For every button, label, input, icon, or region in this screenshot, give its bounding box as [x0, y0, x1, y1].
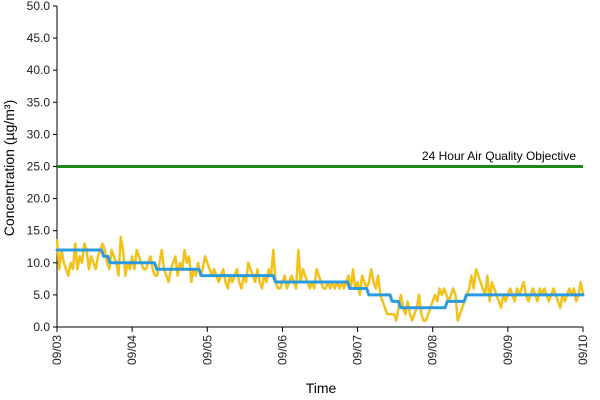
x-tick-label: 09/08 — [426, 335, 440, 365]
x-axis: 09/03 09/04 09/05 09/06 09/07 09/08 09/09 09/10 — [50, 326, 590, 365]
y-axis-title: Concentration (µg/m³) — [1, 100, 17, 236]
x-axis-title: Time — [306, 380, 337, 396]
y-axis: 0.0 5.0 10.0 15.0 20.0 25.0 30.0 35.0 40.0 45.0 50… — [27, 0, 58, 334]
x-tick-label: 09/06 — [275, 335, 289, 365]
x-tick-label: 09/04 — [125, 335, 139, 365]
y-tick-label: 10.0 — [27, 256, 51, 270]
y-tick-label: 35.0 — [27, 95, 51, 109]
series-layer — [55, 165, 585, 322]
x-tick-label: 09/07 — [351, 335, 365, 365]
y-tick-label: 40.0 — [27, 63, 51, 77]
y-tick-label: 20.0 — [27, 192, 51, 206]
objective-annotation: 24 Hour Air Quality Objective — [422, 149, 576, 163]
x-tick-label: 09/03 — [50, 335, 64, 365]
x-tick-label: 09/09 — [501, 335, 515, 365]
y-tick-label: 0.0 — [33, 320, 50, 334]
y-tick-label: 25.0 — [27, 160, 51, 174]
hourly-concentration-line — [55, 235, 585, 322]
x-tick-label: 09/10 — [576, 335, 590, 365]
y-tick-label: 45.0 — [27, 31, 51, 45]
x-tick-label: 09/05 — [200, 335, 214, 365]
y-tick-label: 5.0 — [33, 288, 50, 302]
daily-average-line — [55, 248, 585, 310]
y-tick-label: 15.0 — [27, 224, 51, 238]
y-tick-label: 30.0 — [27, 127, 51, 141]
y-tick-label: 50.0 — [27, 0, 51, 13]
